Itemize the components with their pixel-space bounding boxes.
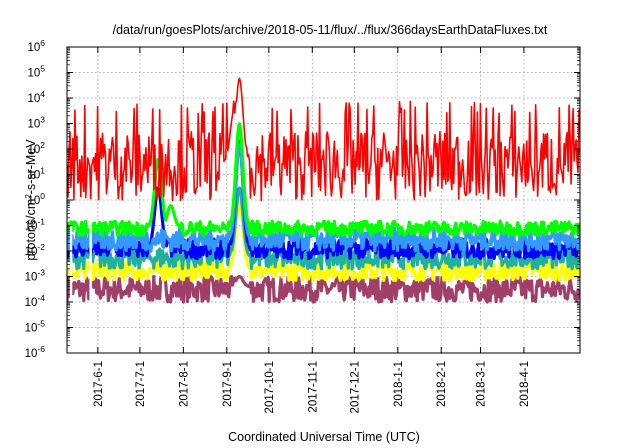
y-tick-label: 103	[27, 115, 45, 131]
y-tick-label: 10-2	[25, 242, 46, 258]
y-tick-label: 101	[27, 166, 45, 182]
y-tick-label: 10-5	[25, 319, 46, 335]
y-tick-base: 10	[25, 323, 38, 335]
grid-lines	[67, 46, 580, 354]
x-axis: 2017-6-1 2017-7-1 2017-8-1 2017-9-1 2017-10-…	[93, 47, 531, 413]
y-tick-base: 10	[27, 195, 40, 207]
y-tick-exp: 0	[40, 191, 45, 201]
y-tick-base: 10	[25, 272, 38, 284]
series-1	[67, 198, 580, 282]
y-tick-exp: 2	[40, 140, 45, 150]
y-tick-exp: -3	[37, 268, 45, 278]
y-tick-base: 10	[25, 297, 38, 309]
y-tick-label: 106	[27, 38, 45, 54]
y-axis: 10-610-510-410-310-210-11001011021031041…	[25, 38, 580, 360]
y-tick-label: 102	[27, 140, 45, 156]
series-layer	[67, 77, 580, 304]
y-axis-label-rest: -s-sr-MeV	[24, 139, 38, 195]
x-tick-label: 2017-9-1	[222, 361, 234, 407]
x-tick-label: 2017-11-1	[307, 361, 319, 413]
y-tick-label: 10-4	[25, 293, 46, 309]
y-tick-exp: -6	[37, 344, 45, 354]
y-tick-base: 10	[25, 348, 38, 360]
y-tick-exp: 3	[40, 115, 45, 125]
y-tick-label: 10-1	[25, 217, 46, 233]
x-tick-label: 2017-10-1	[264, 361, 276, 413]
y-tick-exp: 4	[40, 89, 45, 99]
x-axis-label: Coordinated Universal Time (UTC)	[228, 430, 420, 444]
data-gap	[89, 225, 92, 302]
x-tick-label: 2018-2-1	[436, 361, 448, 407]
x-tick-label: 2018-3-1	[475, 361, 487, 407]
x-tick-label: 2018-4-1	[519, 361, 531, 407]
series-6	[67, 77, 580, 202]
y-tick-base: 10	[27, 170, 40, 182]
y-tick-label: 10-6	[25, 344, 46, 360]
y-tick-base: 10	[25, 246, 38, 258]
series-5	[67, 122, 580, 238]
series-line	[67, 198, 580, 282]
y-axis-label-sup: 2	[24, 194, 33, 199]
x-tick-label: 2017-6-1	[93, 361, 105, 407]
y-tick-label: 105	[27, 64, 45, 80]
x-tick-label: 2018-1-1	[393, 361, 405, 407]
x-tick-label: 2017-8-1	[178, 361, 190, 407]
x-tick-label: 2017-12-1	[349, 361, 361, 413]
y-tick-base: 10	[27, 119, 40, 131]
data-gaps	[69, 225, 92, 302]
series-line	[67, 122, 580, 238]
y-tick-exp: -1	[37, 217, 45, 227]
x-tick-label: 2017-7-1	[135, 361, 147, 407]
series-line	[67, 77, 580, 202]
y-tick-base: 10	[25, 221, 38, 233]
y-tick-label: 10-3	[25, 268, 46, 284]
y-tick-base: 10	[27, 68, 40, 80]
y-tick-base: 10	[27, 93, 40, 105]
y-tick-label: 100	[27, 191, 45, 207]
y-tick-exp: -5	[37, 319, 45, 329]
y-tick-exp: 1	[40, 166, 45, 176]
y-axis-label: protons/cm2-s-sr-MeV	[24, 139, 39, 261]
y-tick-label: 104	[27, 89, 45, 105]
data-gap	[69, 225, 73, 302]
y-tick-base: 10	[27, 42, 40, 54]
y-axis-label-base: protons/cm	[24, 199, 38, 261]
chart-title: /data/run/goesPlots/archive/2018-05-11/f…	[113, 23, 548, 37]
y-tick-exp: 5	[40, 64, 45, 74]
y-tick-exp: -4	[37, 293, 45, 303]
y-tick-exp: -2	[37, 242, 45, 252]
y-tick-base: 10	[27, 144, 40, 156]
y-tick-exp: 6	[40, 38, 45, 48]
